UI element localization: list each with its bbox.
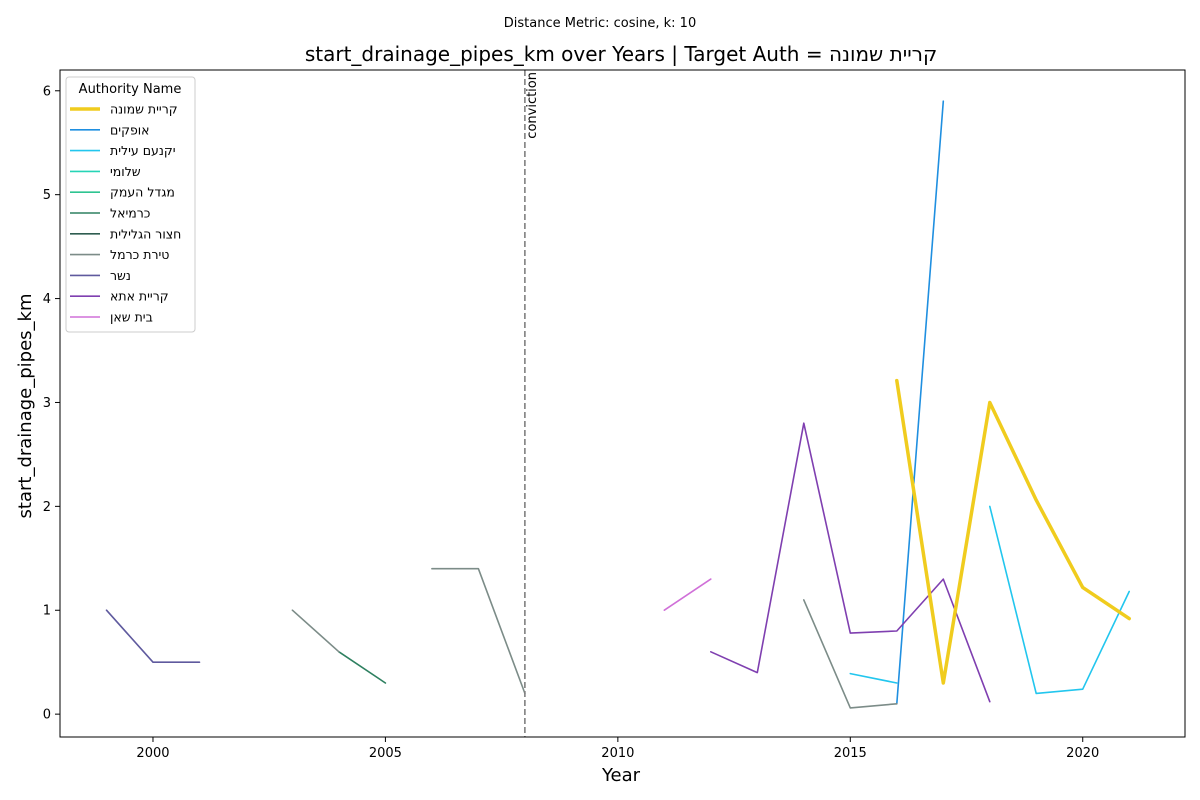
y-tick-label: 4	[43, 292, 51, 307]
legend: Authority Name קריית שמונה אופקים יקנעם עי…	[65, 76, 196, 333]
series-line	[105, 609, 201, 664]
y-axis-ticks: 0 1 2 3 4 5 6	[43, 84, 60, 723]
legend-label: קריית שמונה	[110, 102, 178, 117]
legend-label: טירת כרמל	[110, 247, 169, 262]
legend-label: כרמיאל	[110, 206, 150, 221]
y-tick-label: 6	[43, 84, 51, 99]
series-line	[338, 650, 387, 684]
annotation-layer: conviction	[524, 70, 540, 737]
legend-label: שלומי	[110, 164, 141, 179]
x-tick-label: 2010	[601, 746, 634, 761]
y-tick-label: 1	[43, 604, 51, 619]
series-line	[895, 378, 1131, 685]
series-line	[895, 100, 945, 705]
legend-label: יקנעם עילית	[110, 143, 176, 158]
legend-label: בית שאן	[110, 310, 153, 325]
x-tick-label: 2020	[1066, 746, 1099, 761]
legend-title: Authority Name	[79, 82, 182, 97]
y-tick-label: 2	[43, 500, 51, 515]
legend-label: מגדל העמק	[110, 185, 175, 200]
series-line	[291, 609, 340, 653]
series-line	[709, 422, 991, 703]
series-line	[802, 599, 898, 709]
chart-title: start_drainage_pipes_km over Years | Tar…	[305, 42, 937, 66]
conviction-label: conviction	[525, 72, 540, 139]
legend-label: אופקים	[110, 122, 150, 137]
y-tick-label: 5	[43, 188, 51, 203]
y-tick-label: 0	[43, 708, 51, 723]
y-axis-label: start_drainage_pipes_km	[15, 294, 36, 519]
legend-box	[65, 76, 196, 333]
legend-items: קריית שמונה אופקים יקנעם עילית שלומי מגדל הע…	[70, 102, 181, 325]
x-tick-label: 2005	[369, 746, 402, 761]
x-tick-label: 2000	[136, 746, 169, 761]
series-line	[431, 567, 526, 695]
legend-label: נשר	[110, 268, 131, 283]
suptitle: Distance Metric: cosine, k: 10	[504, 16, 696, 31]
series-line	[988, 505, 1130, 695]
legend-label: חצור הגלילית	[110, 226, 181, 241]
y-tick-label: 3	[43, 396, 51, 411]
series-layer	[105, 100, 1131, 709]
x-axis-label: Year	[601, 765, 641, 786]
x-tick-label: 2015	[834, 746, 867, 761]
x-axis-ticks: 2000 2005 2010 2015 2020	[136, 737, 1099, 761]
series-line	[849, 672, 898, 684]
plot-area	[59, 69, 1186, 738]
series-line	[663, 578, 712, 612]
legend-label: קריית אתא	[110, 289, 169, 304]
